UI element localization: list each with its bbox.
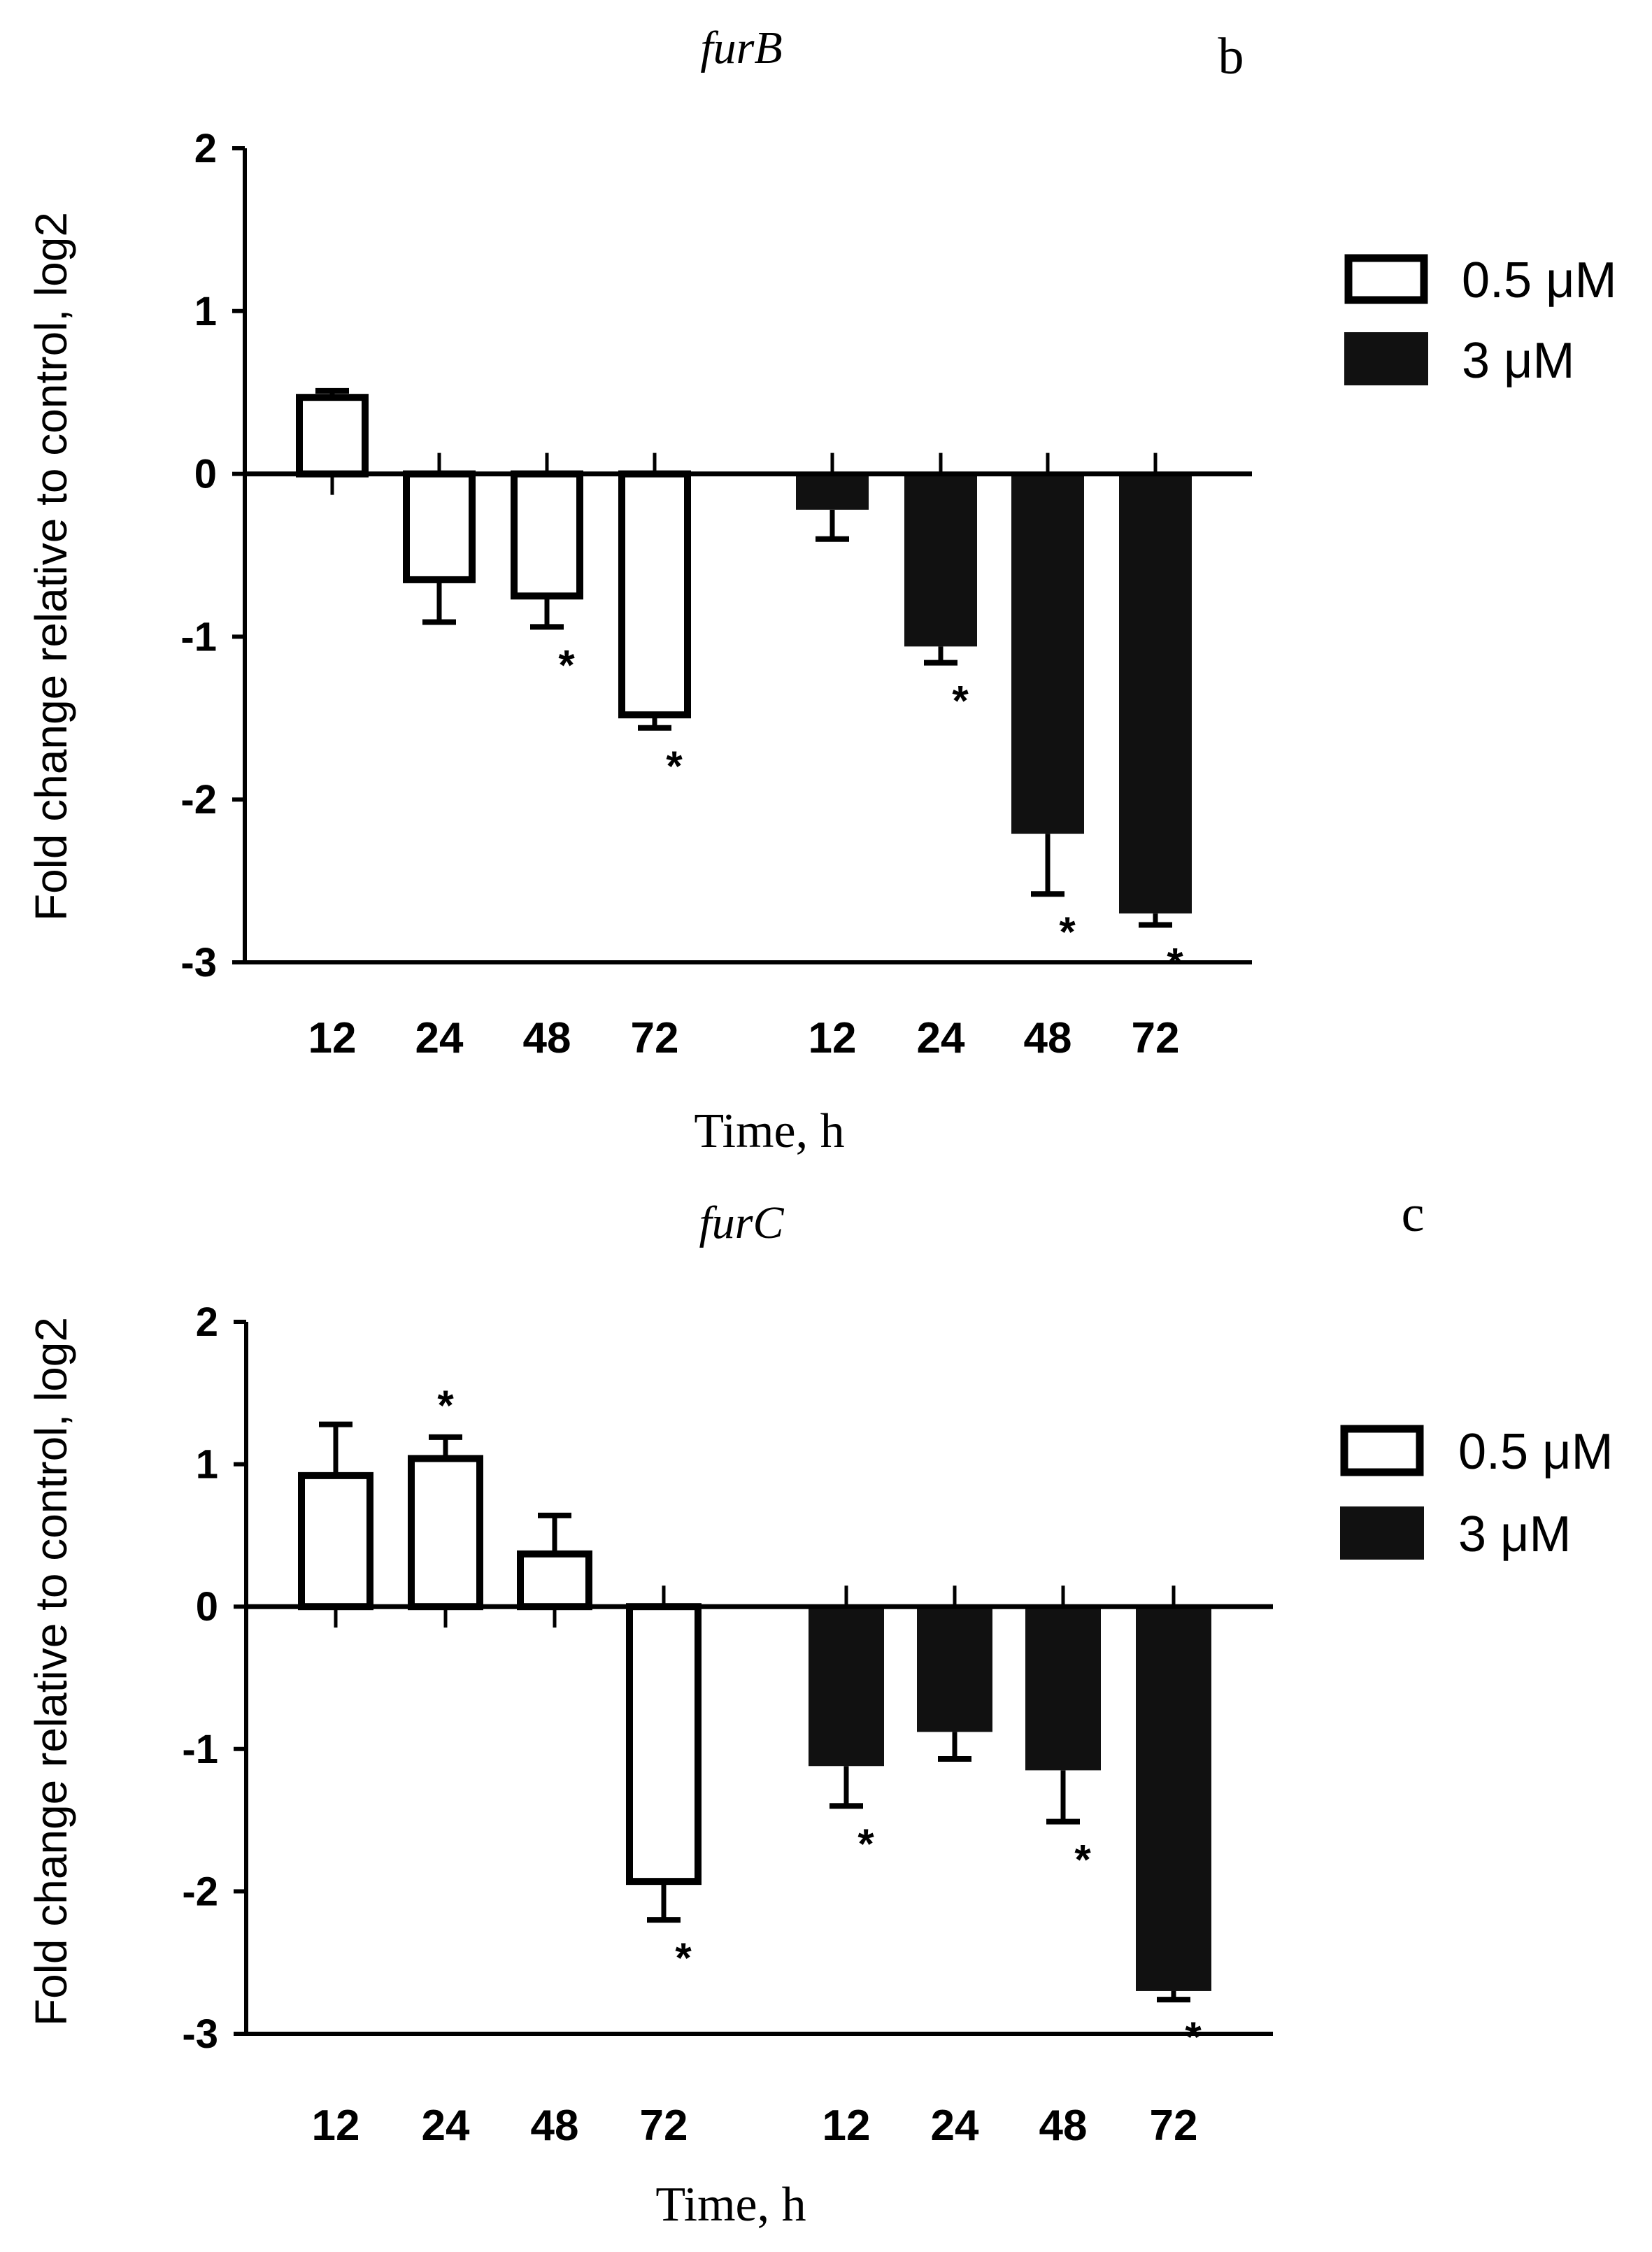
- legend-label-3uM: 3 μM: [1458, 1506, 1572, 1562]
- x-category-label: 48: [1039, 2102, 1088, 2150]
- bar-0-5uM: [626, 1603, 702, 1886]
- panel-c-letter: c: [1402, 1185, 1425, 1243]
- x-category-label: 12: [823, 2102, 871, 2150]
- bar-0-5uM: [296, 394, 369, 478]
- panel-b-plot: 2 1 0 -1 -2 -3 12 24 * 48 * 72 12 * 24 * 48 * 72: [180, 126, 1252, 1062]
- legend-label-0-5uM: 0.5 μM: [1458, 1424, 1614, 1480]
- y-tick-label: -2: [180, 777, 217, 822]
- bar-0-5uM: [298, 1471, 373, 1611]
- bar-3uM: [1025, 1606, 1101, 1771]
- panel-c-title: furC: [699, 1197, 784, 1248]
- significance-asterisk: *: [558, 641, 575, 688]
- significance-asterisk: *: [952, 678, 969, 725]
- bar-3uM: [796, 473, 869, 510]
- significance-asterisk: *: [1167, 939, 1183, 986]
- panel-c-x-axis-label: Time, h: [655, 2178, 806, 2232]
- legend-swatch-3uM: [1344, 332, 1428, 385]
- bar-0-5uM: [408, 1455, 483, 1611]
- bar-3uM: [1119, 473, 1192, 914]
- y-tick-label: -3: [180, 940, 217, 985]
- y-tick-label: 1: [194, 289, 217, 334]
- x-category-label: 24: [422, 2102, 470, 2150]
- significance-asterisk: *: [1185, 2014, 1202, 2060]
- bar-3uM: [1136, 1606, 1211, 1991]
- x-category-label: 72: [1150, 2102, 1198, 2150]
- significance-asterisk: *: [857, 1820, 874, 1867]
- x-category-label: 24: [917, 1014, 965, 1062]
- x-category-label: 48: [523, 1014, 571, 1062]
- panel-b-legend: 0.5 μM 3 μM: [1344, 252, 1617, 389]
- y-tick-label: 0: [196, 1584, 218, 1630]
- significance-asterisk: *: [675, 1934, 692, 1981]
- y-tick-label: 2: [196, 1299, 218, 1345]
- y-tick-label: 0: [194, 452, 217, 497]
- significance-asterisk: *: [437, 1382, 454, 1429]
- y-tick-label: -2: [182, 1869, 218, 1914]
- panel-c: furC c Fold change relative to control, …: [26, 1185, 1614, 2232]
- y-tick-label: -1: [180, 614, 217, 660]
- panel-c-legend: 0.5 μM 3 μM: [1340, 1424, 1614, 1562]
- bar-3uM: [1011, 473, 1084, 834]
- panel-c-y-axis-label: Fold change relative to control, log2: [26, 1317, 76, 2026]
- bar-0-5uM: [403, 470, 476, 583]
- panel-b: furB b Fold change relative to control, …: [26, 22, 1617, 1158]
- bar-0-5uM: [511, 470, 583, 600]
- bar-0-5uM: [618, 470, 691, 719]
- bar-3uM: [904, 473, 977, 647]
- y-tick-label: -1: [182, 1727, 218, 1772]
- x-category-label: 24: [415, 1014, 464, 1062]
- x-category-label: 12: [809, 1014, 857, 1062]
- legend-swatch-0-5uM: [1340, 1425, 1424, 1476]
- x-category-label: 48: [531, 2102, 579, 2150]
- bar-3uM: [809, 1606, 884, 1767]
- panel-b-letter: b: [1218, 28, 1244, 85]
- significance-asterisk: *: [1059, 908, 1076, 955]
- x-category-label: 24: [931, 2102, 979, 2150]
- panel-c-plot: 2 1 0 -1 -2 -3 12 * 24 48 * 72 * 12 24 * 48 * 72: [182, 1299, 1273, 2150]
- y-tick-label: -3: [182, 2011, 218, 2057]
- x-category-label: 12: [312, 2102, 360, 2150]
- y-tick-label: 1: [196, 1442, 218, 1488]
- x-category-label: 72: [631, 1014, 679, 1062]
- x-category-label: 72: [1132, 1014, 1180, 1062]
- legend-swatch-0-5uM: [1344, 254, 1428, 304]
- legend-label-3uM: 3 μM: [1462, 333, 1575, 389]
- y-tick-label: 2: [194, 126, 217, 171]
- legend-label-0-5uM: 0.5 μM: [1462, 252, 1617, 308]
- x-category-label: 48: [1024, 1014, 1072, 1062]
- significance-asterisk: *: [666, 743, 683, 790]
- panel-b-title: furB: [700, 22, 782, 73]
- panel-b-y-axis-label: Fold change relative to control, log2: [26, 212, 76, 921]
- bar-0-5uM: [517, 1550, 592, 1611]
- significance-asterisk: *: [1074, 1837, 1091, 1883]
- panel-b-x-axis-label: Time, h: [694, 1104, 844, 1158]
- x-category-label: 12: [308, 1014, 357, 1062]
- x-category-label: 72: [640, 2102, 688, 2150]
- bar-3uM: [917, 1606, 992, 1732]
- legend-swatch-3uM: [1340, 1506, 1424, 1560]
